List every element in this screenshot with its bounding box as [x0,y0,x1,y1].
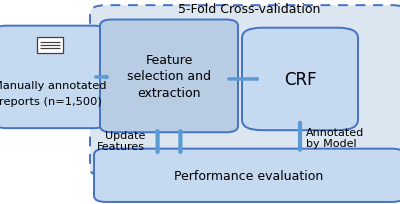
FancyBboxPatch shape [100,20,238,133]
Text: Annotated
by Model: Annotated by Model [306,127,364,149]
FancyBboxPatch shape [242,29,358,131]
FancyBboxPatch shape [90,6,400,176]
Text: Performance evaluation: Performance evaluation [174,169,324,182]
Text: CRF: CRF [284,71,316,89]
Text: Feature: Feature [145,54,193,67]
Text: Update
Features: Update Features [97,130,145,152]
FancyBboxPatch shape [37,38,63,53]
Text: selection and: selection and [127,70,211,83]
Text: extraction: extraction [137,86,201,99]
FancyBboxPatch shape [0,27,109,129]
Text: 5-Fold Cross-validation: 5-Fold Cross-validation [178,3,320,16]
Text: Manually annotated: Manually annotated [0,81,107,91]
FancyBboxPatch shape [94,149,400,202]
Text: reports (n=1,500): reports (n=1,500) [0,97,101,107]
